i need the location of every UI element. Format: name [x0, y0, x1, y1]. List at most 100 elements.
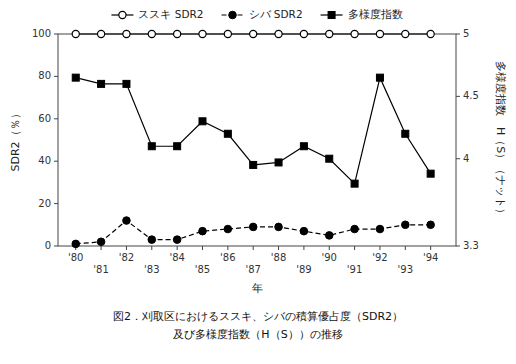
- x-tick-label: '80: [68, 252, 83, 263]
- x-tick: [126, 246, 127, 250]
- data-point: [275, 30, 282, 37]
- legend-label: シバ SDR2: [249, 8, 303, 20]
- data-point: [275, 223, 283, 231]
- data-point: [326, 30, 333, 37]
- legend: ススキ SDR2 シバ SDR2 多様度指数: [111, 8, 402, 20]
- y2-axis-label: 多様度指数 H（S）（ナット）: [494, 61, 507, 219]
- data-point: [401, 221, 409, 229]
- series-line: [76, 78, 431, 184]
- x-tick-label: '90: [322, 252, 337, 263]
- x-tick-label: '92: [372, 252, 387, 263]
- data-point: [427, 30, 434, 37]
- data-point: [174, 30, 181, 37]
- y-tick: [54, 161, 58, 162]
- data-point: [199, 30, 206, 37]
- y2-tick: [456, 158, 460, 159]
- y2-tick: [456, 96, 460, 97]
- data-point: [148, 143, 155, 150]
- x-tick-label: '91: [347, 264, 362, 275]
- x-tick-label: '84: [169, 252, 184, 263]
- chart: '80'81'82'83'84'85'86'87'88'89'90'91'92'…: [0, 0, 516, 364]
- data-point: [224, 130, 231, 137]
- data-point: [402, 30, 409, 37]
- y2-tick-label: 5: [463, 28, 469, 39]
- x-tick-label: '88: [271, 252, 286, 263]
- x-tick: [177, 246, 178, 250]
- data-point: [351, 180, 358, 187]
- legend-label: 多様度指数: [348, 8, 403, 20]
- x-tick-label: '94: [423, 252, 438, 263]
- x-tick-label: '81: [93, 264, 108, 275]
- x-tick-label: '93: [398, 264, 413, 275]
- series-line: [76, 221, 431, 244]
- data-point: [123, 30, 130, 37]
- data-point: [325, 232, 333, 240]
- x-tick-label: '89: [296, 264, 311, 275]
- y2-tick: [456, 34, 460, 35]
- x-tick-label: '85: [195, 264, 210, 275]
- y-tick-label: 60: [38, 113, 51, 124]
- x-tick: [202, 246, 203, 250]
- data-point: [376, 74, 383, 81]
- data-point: [72, 30, 79, 37]
- y-tick-label: 80: [38, 70, 51, 81]
- y-axis-left: 020406080100: [32, 28, 58, 251]
- x-tick-label: '82: [119, 252, 134, 263]
- x-axis-label: 年: [252, 282, 263, 295]
- x-tick: [354, 246, 355, 250]
- x-tick: [151, 246, 152, 250]
- y-tick-label: 40: [38, 155, 51, 166]
- data-point: [351, 30, 358, 37]
- x-tick: [101, 246, 102, 250]
- data-point: [250, 30, 257, 37]
- x-tick: [253, 246, 254, 250]
- data-point: [427, 170, 434, 177]
- data-point: [199, 118, 206, 125]
- subtitle: 及び多様度指数（H（S））の推移: [173, 328, 342, 341]
- y-tick: [54, 118, 58, 119]
- x-tick: [430, 246, 431, 250]
- data-point: [275, 159, 282, 166]
- x-axis: '80'81'82'83'84'85'86'87'88'89'90'91'92'…: [68, 246, 438, 275]
- x-tick: [227, 246, 228, 250]
- data-point: [123, 80, 130, 87]
- data-point: [427, 221, 435, 229]
- data-point: [174, 143, 181, 150]
- data-point: [376, 30, 383, 37]
- data-point: [98, 80, 105, 87]
- y2-tick-label: 4.5: [463, 90, 479, 101]
- data-point: [326, 155, 333, 162]
- y-tick-label: 20: [38, 198, 51, 209]
- y-tick: [54, 246, 58, 247]
- series: [72, 217, 435, 248]
- data-point: [97, 238, 105, 246]
- data-point: [72, 74, 79, 81]
- y-tick-label: 100: [32, 28, 51, 39]
- data-point: [148, 236, 156, 244]
- data-point: [351, 225, 359, 233]
- data-point: [224, 30, 231, 37]
- x-tick: [303, 246, 304, 250]
- data-point: [97, 30, 104, 37]
- data-point: [199, 227, 207, 235]
- legend-marker: [328, 12, 335, 19]
- x-tick-label: '83: [144, 264, 159, 275]
- y-tick: [54, 76, 58, 77]
- y-axis-right: 3.344.55: [456, 28, 479, 251]
- legend-label: ススキ SDR2: [138, 8, 203, 20]
- data-point: [300, 143, 307, 150]
- y2-tick-label: 3.3: [463, 240, 479, 251]
- data: [72, 30, 435, 247]
- data-point: [376, 225, 384, 233]
- legend-marker: [119, 11, 126, 18]
- data-point: [300, 30, 307, 37]
- series: [72, 74, 434, 187]
- data-point: [402, 130, 409, 137]
- legend-marker: [229, 11, 237, 19]
- x-tick-label: '87: [245, 264, 260, 275]
- y-tick: [54, 203, 58, 204]
- x-tick: [379, 246, 380, 250]
- legend-item: シバ SDR2: [222, 8, 303, 20]
- y-axis-label: SDR2（％）: [9, 108, 22, 171]
- x-tick: [329, 246, 330, 250]
